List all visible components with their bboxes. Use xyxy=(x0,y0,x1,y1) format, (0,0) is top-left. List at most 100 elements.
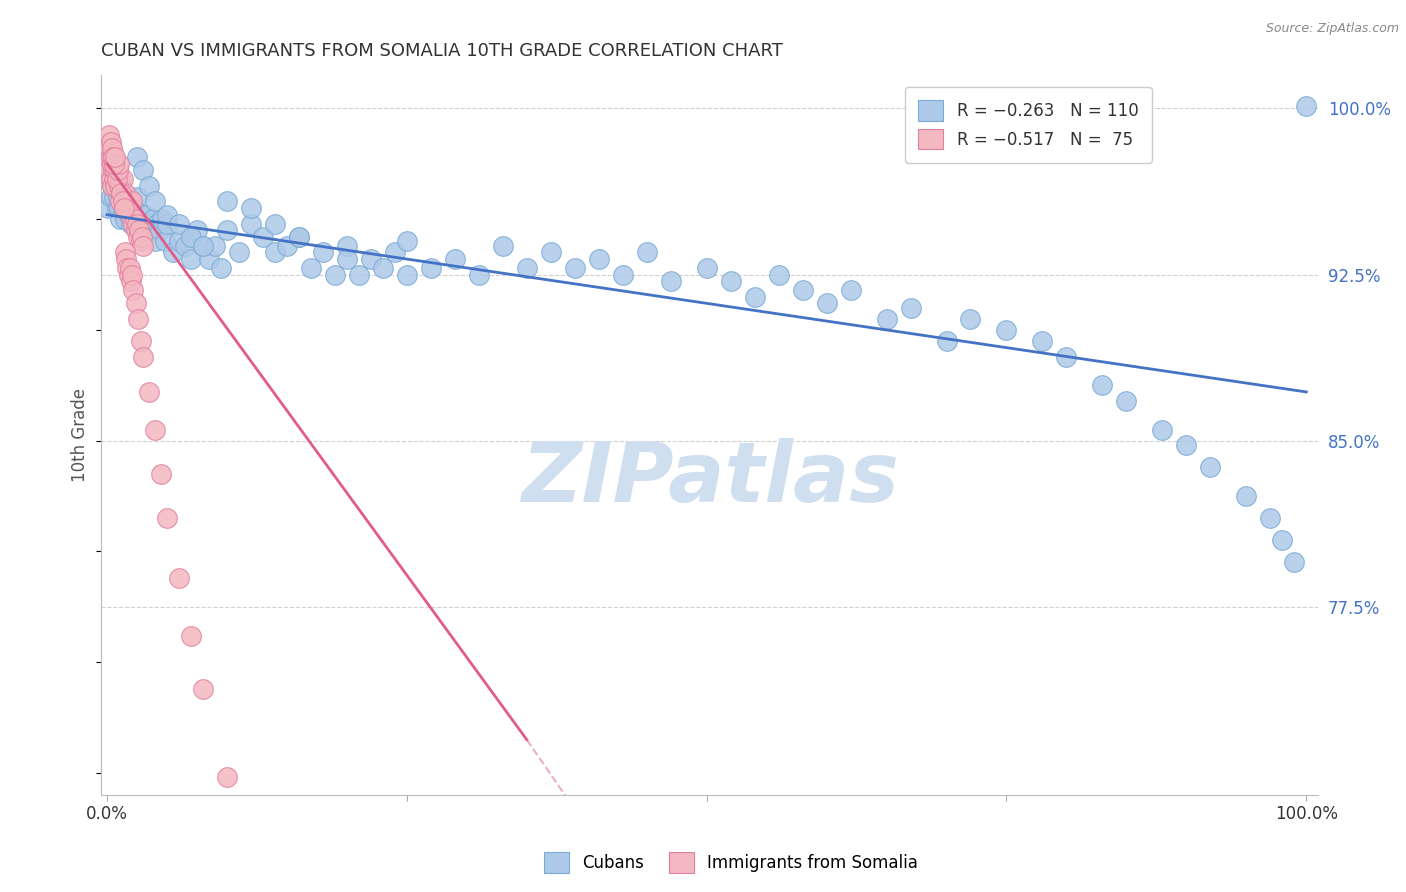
Point xyxy=(336,239,359,253)
Point xyxy=(138,384,160,399)
Point xyxy=(1031,334,1053,348)
Point xyxy=(97,201,120,215)
Point xyxy=(156,208,179,222)
Point xyxy=(108,157,131,171)
Point xyxy=(103,172,125,186)
Point xyxy=(125,150,148,164)
Point xyxy=(110,172,132,186)
Point xyxy=(132,163,155,178)
Point xyxy=(129,235,152,249)
Point xyxy=(876,311,898,326)
Point xyxy=(132,350,155,364)
Point xyxy=(186,223,208,237)
Point xyxy=(117,260,139,275)
Point xyxy=(97,135,120,149)
Point xyxy=(125,208,148,222)
Point xyxy=(167,235,190,249)
Point xyxy=(228,245,250,260)
Point xyxy=(696,260,718,275)
Point xyxy=(131,230,153,244)
Point xyxy=(101,150,124,164)
Point xyxy=(1152,423,1174,437)
Point xyxy=(117,201,139,215)
Point xyxy=(112,201,135,215)
Point xyxy=(125,296,148,310)
Point xyxy=(98,128,121,142)
Point xyxy=(371,260,394,275)
Point xyxy=(98,157,121,171)
Point xyxy=(125,217,148,231)
Point xyxy=(129,334,152,348)
Point xyxy=(112,190,135,204)
Point xyxy=(1234,489,1257,503)
Point xyxy=(167,571,190,585)
Point xyxy=(98,163,121,178)
Point xyxy=(103,157,125,171)
Point xyxy=(98,141,121,155)
Point xyxy=(100,135,122,149)
Point xyxy=(1258,511,1281,525)
Point xyxy=(142,212,165,227)
Point xyxy=(900,301,922,315)
Point xyxy=(839,283,862,297)
Point xyxy=(100,190,122,204)
Point xyxy=(127,230,149,244)
Point xyxy=(264,245,287,260)
Point xyxy=(111,194,134,209)
Point xyxy=(204,239,226,253)
Point xyxy=(492,239,515,253)
Point xyxy=(117,194,139,209)
Point xyxy=(114,212,136,227)
Legend: R = −0.263   N = 110, R = −0.517   N =  75: R = −0.263 N = 110, R = −0.517 N = 75 xyxy=(905,87,1152,163)
Point xyxy=(312,245,335,260)
Point xyxy=(132,223,155,237)
Point xyxy=(107,163,129,178)
Point xyxy=(110,212,132,227)
Text: Source: ZipAtlas.com: Source: ZipAtlas.com xyxy=(1265,22,1399,36)
Point xyxy=(138,178,160,193)
Point xyxy=(104,178,127,193)
Point xyxy=(122,201,145,215)
Point xyxy=(118,190,141,204)
Point xyxy=(1054,350,1077,364)
Point xyxy=(1175,438,1198,452)
Point xyxy=(252,230,274,244)
Point xyxy=(115,201,138,215)
Point xyxy=(191,239,214,253)
Point xyxy=(1271,533,1294,548)
Point xyxy=(120,201,142,215)
Point xyxy=(191,681,214,696)
Point xyxy=(395,268,418,282)
Point xyxy=(104,163,127,178)
Point xyxy=(360,252,382,266)
Point xyxy=(143,235,166,249)
Point xyxy=(659,274,682,288)
Point xyxy=(143,423,166,437)
Point xyxy=(101,168,124,182)
Point xyxy=(120,274,142,288)
Point xyxy=(125,223,148,237)
Point xyxy=(128,205,150,219)
Point xyxy=(1199,460,1222,475)
Point xyxy=(540,245,562,260)
Point xyxy=(215,770,238,784)
Point xyxy=(1091,378,1114,392)
Point xyxy=(180,252,202,266)
Point xyxy=(121,194,143,209)
Point xyxy=(111,172,134,186)
Point xyxy=(105,172,128,186)
Point xyxy=(101,178,124,193)
Point xyxy=(101,145,124,160)
Point xyxy=(174,239,197,253)
Point xyxy=(120,217,142,231)
Point xyxy=(588,252,610,266)
Point xyxy=(103,190,125,204)
Point xyxy=(146,217,169,231)
Point xyxy=(395,235,418,249)
Point xyxy=(124,212,146,227)
Point xyxy=(276,239,298,253)
Text: ZIPatlas: ZIPatlas xyxy=(520,438,898,519)
Point xyxy=(768,268,790,282)
Point xyxy=(121,268,143,282)
Point xyxy=(114,186,136,200)
